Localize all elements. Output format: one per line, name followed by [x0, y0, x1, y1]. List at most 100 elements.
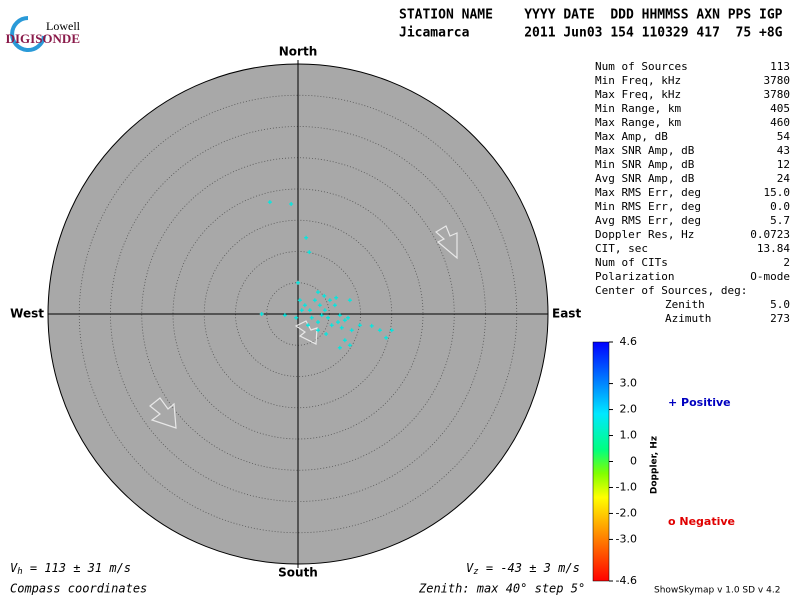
source-point [307, 250, 312, 255]
stat-value: O-mode [750, 270, 790, 283]
plot [47, 60, 549, 568]
source-point [342, 318, 347, 323]
stat-value: 3780 [764, 88, 791, 101]
colorbar-tick-label: -4.6 [616, 574, 637, 587]
logo: Lowell DIGISONDE [6, 16, 81, 52]
colorbar-tick-label: 0 [630, 455, 637, 468]
source-point [259, 312, 264, 316]
colorbar-tick-label: 3.0 [620, 377, 638, 390]
source-point [316, 320, 320, 325]
source-point [377, 328, 382, 333]
colorbar-label: Doppler, Hz [650, 436, 660, 494]
stat-value: 273 [770, 312, 790, 325]
colorbar-tick-label: -1.0 [616, 480, 637, 493]
colorbar-tick-label: -3.0 [616, 532, 637, 545]
stat-label: Min SNR Amp, dB [595, 158, 695, 171]
colorbar-tick-label: 2.0 [620, 403, 638, 416]
source-point [369, 323, 374, 328]
stat-value: 5.0 [770, 298, 790, 311]
source-point [327, 298, 332, 303]
source-point [349, 328, 354, 333]
header-line: Jicamarca 2011 Jun03 154 110329 417 75 +… [399, 26, 783, 41]
colorbar-axis: 4.6 3.0 2.0 1.0 0 -1.0 -2.0 -3.0 -4.6 [609, 335, 637, 587]
stat-label: Min Freq, kHz [595, 74, 681, 87]
legend-entry: o Negative [668, 515, 735, 528]
source-point [332, 303, 337, 308]
source-point [307, 308, 312, 313]
source-point [316, 290, 320, 295]
stat-label: Avg SNR Amp, dB [595, 172, 695, 185]
stat-value: 3780 [764, 74, 791, 87]
source-point [304, 235, 309, 240]
velocity-text: = -43 ± 3 m/s [479, 561, 580, 575]
legend-entry: + Positive [668, 396, 731, 409]
source-point [267, 200, 272, 205]
source-point [324, 332, 329, 336]
version: ShowSkymap v 1.0 SD v 4.2 [654, 586, 780, 596]
arrow [434, 225, 458, 260]
colorbar-tick-label: 4.6 [620, 335, 638, 348]
source-point [296, 280, 300, 285]
stat-value: 2 [783, 256, 790, 269]
source-point [342, 338, 347, 343]
arrow [149, 397, 177, 429]
source-point [339, 325, 344, 330]
source-point [322, 308, 327, 313]
source-point [302, 303, 307, 308]
source-point [282, 313, 287, 318]
velocity-symbol: V [10, 561, 18, 575]
source-point [337, 313, 342, 318]
stat-value: 13.84 [757, 242, 790, 255]
source-point [322, 293, 327, 298]
source-point [312, 298, 317, 303]
source-point [384, 335, 389, 340]
direction-label: North [279, 45, 317, 59]
stat-label: Max Freq, kHz [595, 88, 681, 101]
source-point [347, 298, 352, 303]
stat-label: Center of Sources, deg: [595, 284, 747, 297]
stat-value: 113 [770, 60, 790, 73]
stat-value: 24 [777, 172, 791, 185]
logo-arc [10, 16, 46, 52]
logo-brand: DIGISONDE [6, 31, 80, 46]
source-point [309, 315, 314, 320]
stats-table: Num of Sources 113 Min Freq, kHz 3780 Max Fr… [595, 60, 790, 325]
arrows [149, 225, 458, 429]
stat-label: Polarization [595, 270, 674, 283]
stat-label: Zenith [665, 298, 705, 311]
velocity-sub: h [17, 567, 22, 577]
source-point [317, 303, 322, 308]
velocity: Vz = -43 ± 3 m/s [466, 561, 580, 577]
stat-value: 0.0723 [750, 228, 790, 241]
velocity-text: = 113 ± 31 m/s [23, 561, 131, 575]
source-point [357, 323, 362, 328]
stat-value: 405 [770, 102, 790, 115]
stat-label: Max SNR Amp, dB [595, 144, 695, 157]
direction-label: South [278, 566, 318, 580]
source-point [337, 345, 342, 350]
colorbar-tick-label: -2.0 [616, 506, 637, 519]
arrow [294, 320, 318, 345]
source-point [346, 315, 350, 320]
source-point [319, 313, 324, 318]
stat-label: Max RMS Err, deg [595, 186, 701, 199]
stat-label: Num of Sources [595, 60, 688, 73]
stat-label: Num of CITs [595, 256, 668, 269]
source-point [289, 202, 294, 206]
source-point [299, 308, 304, 313]
stat-label: Min RMS Err, deg [595, 200, 701, 213]
direction-label: East [552, 307, 581, 321]
source-point [294, 315, 299, 320]
source-point [316, 328, 320, 333]
source-point [336, 320, 340, 325]
coords-note: Compass coordinates [10, 582, 147, 596]
legend: + Positive o Negative [668, 396, 735, 528]
stat-label: Max Range, km [595, 116, 681, 129]
stat-value: 54 [777, 130, 791, 143]
velocity-symbol: V [466, 561, 474, 575]
velocity: Vh = 113 ± 31 m/s [10, 561, 131, 577]
source-point [334, 295, 339, 300]
stat-label: Doppler Res, Hz [595, 228, 694, 241]
zenith-note: Zenith: max 40° step 5° [418, 582, 585, 596]
